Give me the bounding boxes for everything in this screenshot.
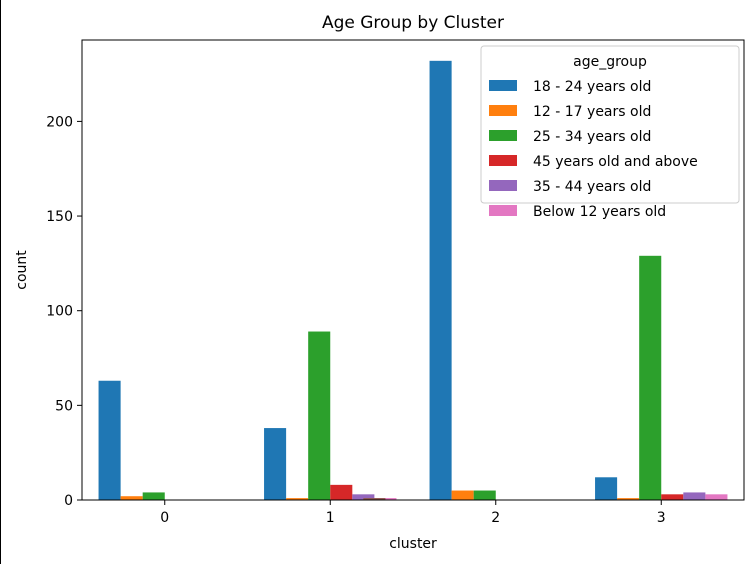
bar — [473, 490, 496, 500]
bar — [330, 484, 353, 500]
bar — [286, 498, 309, 500]
y-tick-label: 150 — [46, 209, 73, 225]
chart-title: Age Group by Cluster — [322, 13, 504, 33]
legend-entry: 25 - 34 years old — [533, 129, 651, 145]
legend-swatch — [489, 80, 517, 91]
legend-title: age_group — [573, 54, 647, 70]
bar — [639, 255, 662, 500]
y-tick-label: 50 — [55, 398, 73, 414]
y-tick-label: 200 — [46, 114, 73, 130]
legend-swatch — [489, 105, 517, 116]
bar — [363, 498, 386, 500]
x-axis-label: cluster — [389, 536, 437, 552]
y-axis-label: count — [14, 250, 30, 290]
legend-entry: 45 years old and above — [533, 154, 698, 170]
bar — [429, 60, 452, 500]
bar — [595, 477, 618, 500]
legend-box — [480, 45, 740, 204]
y-axis: 0 50 100 150 200 — [46, 114, 82, 509]
legend-swatch — [489, 180, 517, 191]
bar — [308, 331, 331, 500]
legend-swatch — [489, 155, 517, 166]
bar — [661, 494, 684, 500]
legend-entry: 35 - 44 years old — [533, 179, 651, 195]
legend-entry: 12 - 17 years old — [533, 104, 651, 120]
bar — [120, 496, 143, 500]
bar — [142, 492, 165, 500]
legend-swatch — [489, 205, 517, 216]
x-tick-label: 2 — [491, 510, 500, 526]
legend-entry: Below 12 years old — [533, 204, 666, 220]
plot-area — [98, 60, 728, 500]
bar — [617, 498, 640, 500]
bar — [98, 380, 121, 500]
y-tick-label: 100 — [46, 304, 73, 320]
axes-frame — [81, 39, 745, 501]
legend: age_group 18 - 24 years old 12 - 17 years … — [480, 45, 740, 220]
bar — [264, 428, 287, 500]
x-tick-label: 0 — [160, 510, 169, 526]
y-tick-label: 0 — [64, 493, 73, 509]
bar — [451, 490, 474, 500]
x-tick-label: 1 — [326, 510, 335, 526]
x-tick-label: 3 — [657, 510, 666, 526]
bar — [705, 494, 728, 500]
legend-swatch — [489, 130, 517, 141]
x-axis: 0 1 2 3 — [160, 500, 666, 526]
bar — [352, 494, 375, 500]
legend-entry: 18 - 24 years old — [533, 79, 651, 95]
bar — [683, 492, 706, 500]
